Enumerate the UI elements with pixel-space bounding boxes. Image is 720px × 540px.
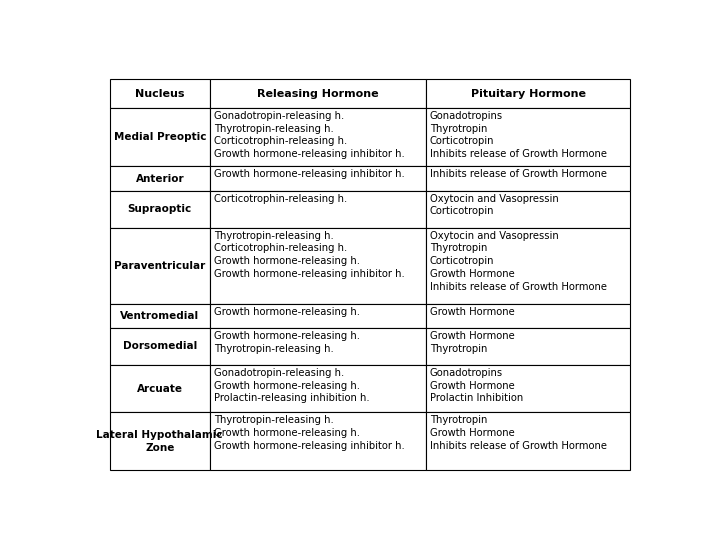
Bar — [426, 365, 630, 413]
Bar — [109, 79, 210, 108]
Bar — [210, 413, 426, 470]
Text: Anterior: Anterior — [135, 173, 184, 184]
Text: Oxytocin and Vasopressin
Thyrotropin
Corticotropin
Growth Hormone
Inhibits relea: Oxytocin and Vasopressin Thyrotropin Cor… — [430, 231, 607, 292]
Bar — [109, 328, 210, 365]
Bar — [426, 228, 630, 303]
Text: Gonadotropins
Growth Hormone
Prolactin Inhibition: Gonadotropins Growth Hormone Prolactin I… — [430, 368, 523, 403]
Text: Lateral Hypothalamic
Zone: Lateral Hypothalamic Zone — [96, 430, 223, 453]
Text: Gonadotropin-releasing h.
Thyrotropin-releasing h.
Corticotrophin-releasing h.
G: Gonadotropin-releasing h. Thyrotropin-re… — [214, 111, 405, 159]
Bar — [210, 328, 426, 365]
Text: Releasing Hormone: Releasing Hormone — [257, 89, 379, 99]
Text: Medial Preoptic: Medial Preoptic — [114, 132, 206, 142]
Bar — [210, 228, 426, 303]
Bar — [109, 228, 210, 303]
Text: Nucleus: Nucleus — [135, 89, 184, 99]
Text: Oxytocin and Vasopressin
Corticotropin: Oxytocin and Vasopressin Corticotropin — [430, 193, 559, 217]
Text: Gonadotropins
Thyrotropin
Corticotropin
Inhibits release of Growth Hormone: Gonadotropins Thyrotropin Corticotropin … — [430, 111, 607, 159]
Bar — [210, 108, 426, 166]
Bar — [426, 108, 630, 166]
Text: Thyrotropin-releasing h.
Growth hormone-releasing h.
Growth hormone-releasing in: Thyrotropin-releasing h. Growth hormone-… — [214, 415, 405, 451]
Bar — [426, 191, 630, 228]
Text: Pituitary Hormone: Pituitary Hormone — [471, 89, 585, 99]
Bar — [426, 328, 630, 365]
Bar — [210, 166, 426, 191]
Text: Growth hormone-releasing h.
Thyrotropin-releasing h.: Growth hormone-releasing h. Thyrotropin-… — [214, 331, 360, 354]
Bar — [109, 365, 210, 413]
Bar — [109, 303, 210, 328]
Bar — [426, 79, 630, 108]
Bar — [109, 413, 210, 470]
Text: Dorsomedial: Dorsomedial — [122, 341, 197, 352]
Text: Growth Hormone: Growth Hormone — [430, 307, 515, 316]
Bar — [210, 79, 426, 108]
Bar — [109, 191, 210, 228]
Text: Supraoptic: Supraoptic — [127, 204, 192, 214]
Bar — [210, 365, 426, 413]
Text: Arcuate: Arcuate — [137, 383, 183, 394]
Text: Growth Hormone
Thyrotropin: Growth Hormone Thyrotropin — [430, 331, 515, 354]
Text: Ventromedial: Ventromedial — [120, 310, 199, 321]
Bar — [210, 191, 426, 228]
Text: Growth hormone-releasing inhibitor h.: Growth hormone-releasing inhibitor h. — [214, 170, 405, 179]
Text: Growth hormone-releasing h.: Growth hormone-releasing h. — [214, 307, 360, 316]
Text: Thyrotropin
Growth Hormone
Inhibits release of Growth Hormone: Thyrotropin Growth Hormone Inhibits rele… — [430, 415, 607, 451]
Text: Paraventricular: Paraventricular — [114, 261, 205, 271]
Text: Corticotrophin-releasing h.: Corticotrophin-releasing h. — [214, 193, 347, 204]
Bar — [109, 108, 210, 166]
Text: Gonadotropin-releasing h.
Growth hormone-releasing h.
Prolactin-releasing inhibi: Gonadotropin-releasing h. Growth hormone… — [214, 368, 369, 403]
Bar — [210, 303, 426, 328]
Bar — [109, 166, 210, 191]
Bar — [426, 166, 630, 191]
Bar — [426, 303, 630, 328]
Bar — [426, 413, 630, 470]
Text: Thyrotropin-releasing h.
Corticotrophin-releasing h.
Growth hormone-releasing h.: Thyrotropin-releasing h. Corticotrophin-… — [214, 231, 405, 279]
Text: Inhibits release of Growth Hormone: Inhibits release of Growth Hormone — [430, 170, 607, 179]
